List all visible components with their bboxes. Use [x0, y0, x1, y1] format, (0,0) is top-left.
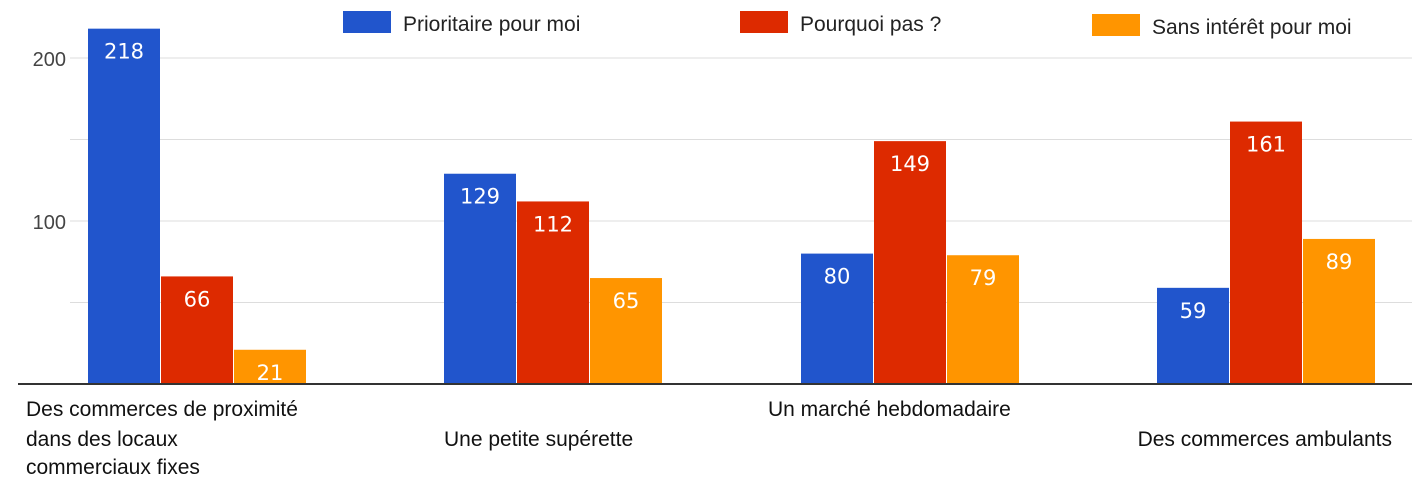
bar-value-label: 149: [890, 152, 930, 176]
bar-value-label: 59: [1180, 299, 1207, 323]
bar: [444, 173, 516, 384]
bar: [88, 28, 160, 384]
bar-value-label: 129: [460, 185, 500, 209]
bar-value-label: 66: [184, 287, 211, 311]
bar-value-label: 65: [613, 289, 640, 313]
legend-swatch: [740, 11, 788, 33]
legend-label: Sans intérêt pour moi: [1152, 16, 1352, 39]
bar: [161, 276, 233, 384]
bar-value-label: 218: [104, 40, 144, 64]
y-tick-label: 200: [33, 49, 66, 71]
x-category-label: Des commerces de proximité: [26, 398, 298, 421]
legend-label: Pourquoi pas ?: [800, 13, 941, 36]
bar: [590, 278, 662, 384]
x-category-label: Un marché hebdomadaire: [768, 398, 1011, 421]
x-category-label: Une petite supérette: [444, 428, 633, 451]
legend-label: Prioritaire pour moi: [403, 13, 580, 36]
bar-value-label: 80: [824, 265, 851, 289]
bar-value-label: 21: [257, 361, 284, 385]
bar-value-label: 79: [970, 266, 997, 290]
legend-swatch: [343, 11, 391, 33]
x-category-label: Des commerces ambulants: [1138, 428, 1392, 451]
y-axis-ticks: 100 200: [33, 49, 66, 234]
x-category-label: commerciaux fixes: [26, 456, 200, 479]
x-category-label: dans des locaux: [26, 428, 178, 451]
x-axis-category-labels: Des commerces de proximité dans des locau…: [26, 398, 1392, 479]
bar: [1303, 238, 1375, 384]
bar-value-label: 89: [1326, 250, 1353, 274]
bars: 218 66 21 129 112 65 80 149 79 59 161 89: [88, 28, 1375, 385]
grid-lines: [70, 57, 1412, 303]
bar: [1157, 287, 1229, 384]
bar: [1230, 121, 1302, 384]
legend-swatch: [1092, 14, 1140, 36]
bar-value-label: 112: [533, 212, 573, 236]
legend: Prioritaire pour moi Pourquoi pas ? Sans i…: [343, 11, 1352, 39]
bar: [874, 141, 946, 384]
bar-value-label: 161: [1246, 133, 1286, 157]
bar: [801, 253, 873, 384]
y-tick-label: 100: [33, 212, 66, 234]
bar: [234, 349, 306, 384]
bar: [947, 255, 1019, 384]
bar: [517, 201, 589, 384]
